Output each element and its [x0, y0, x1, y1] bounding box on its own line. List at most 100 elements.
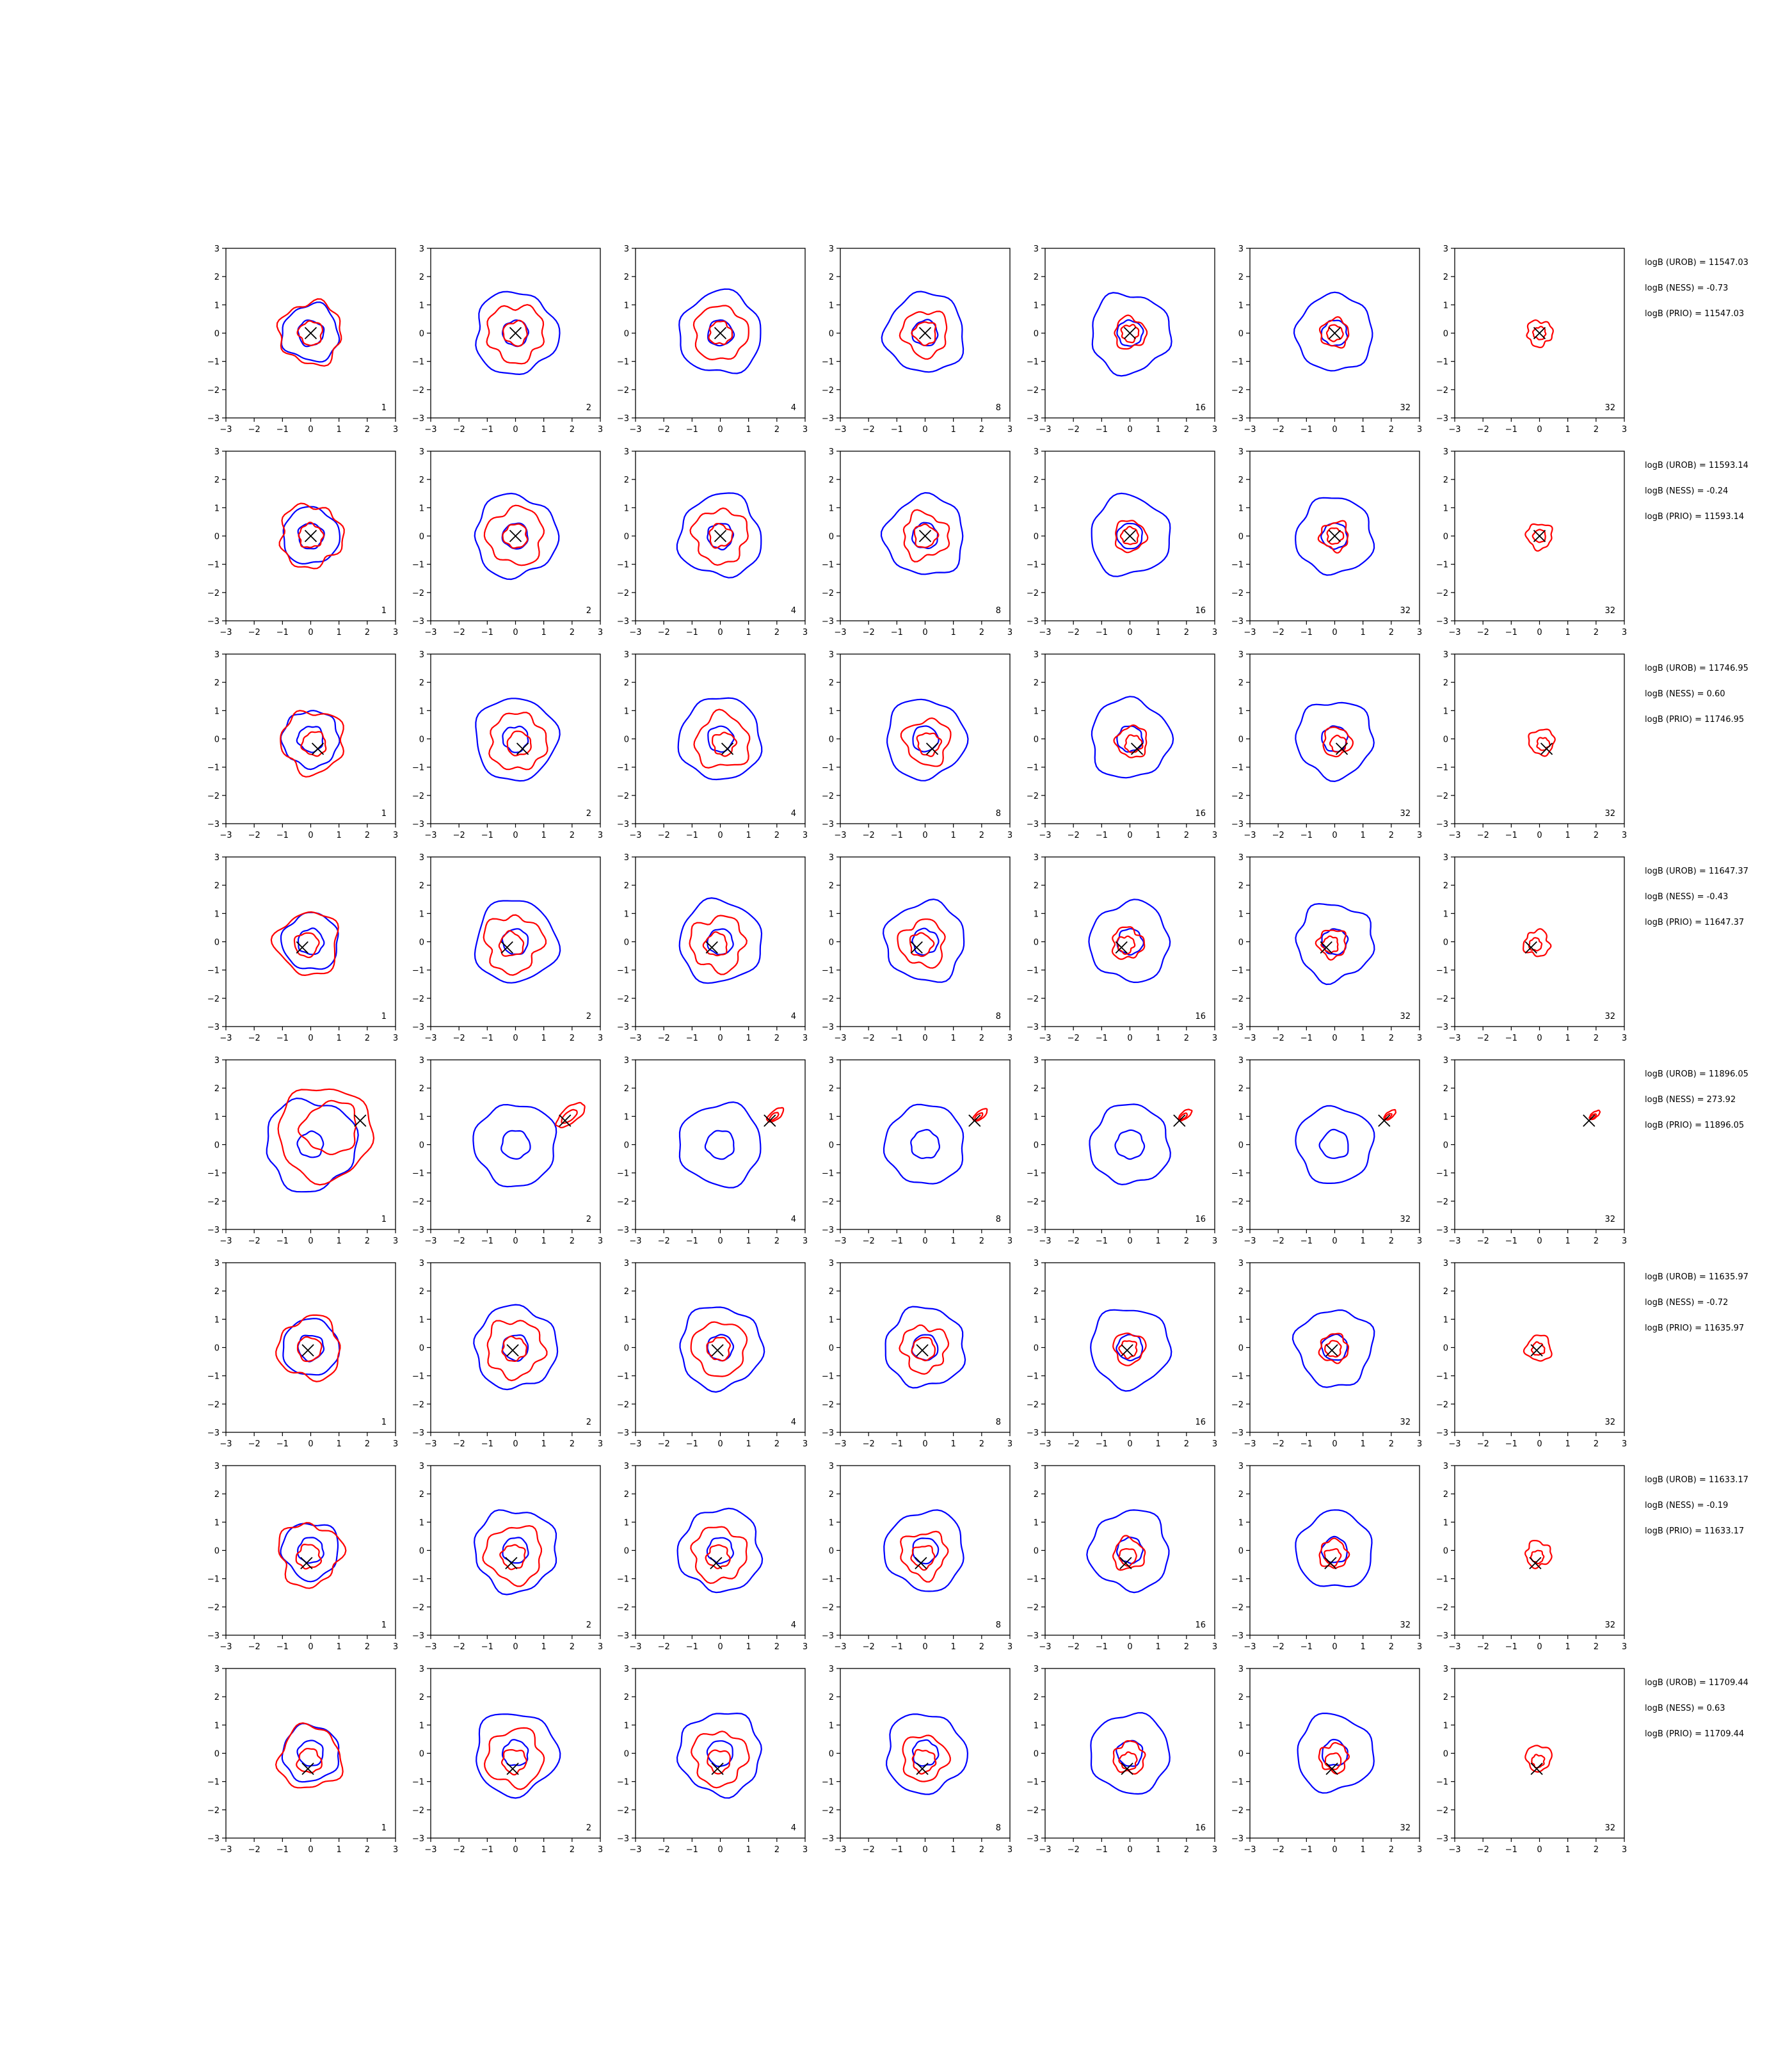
contour-area [474, 492, 560, 580]
x-tick-label: −1 [891, 425, 903, 435]
x-tick-label: −2 [248, 628, 260, 637]
y-tick-label: 3 [1443, 853, 1448, 863]
panel-count-label: 4 [791, 1215, 796, 1224]
contour-area [678, 897, 763, 984]
y-tick-label: −2 [412, 995, 424, 1004]
x-tick-label: 2 [570, 1845, 575, 1855]
y-tick-label: 0 [624, 1344, 629, 1354]
panel-count-label: 8 [996, 403, 1001, 413]
true-location-marker [925, 742, 939, 755]
x-tick-label: 3 [1622, 1236, 1627, 1246]
x-tick-label: 3 [1007, 425, 1012, 435]
true-location-marker [1324, 1556, 1337, 1570]
y-tick-label: 1 [419, 301, 424, 310]
red-contour-outer [900, 1530, 949, 1583]
y-tick-label: −2 [1436, 1806, 1448, 1816]
x-tick-label: −3 [629, 1642, 641, 1652]
x-tick-label: −3 [1244, 425, 1256, 435]
panel-count-label: 2 [586, 606, 591, 616]
y-tick-label: −3 [412, 1834, 424, 1844]
x-tick-label: −2 [248, 1034, 260, 1043]
x-tick-label: −1 [1505, 1236, 1517, 1246]
red-contour-inner [1324, 1340, 1342, 1358]
y-tick-label: 0 [829, 1344, 834, 1354]
y-tick-label: 1 [1034, 1518, 1039, 1528]
x-tick-label: 1 [337, 1034, 342, 1043]
x-tick-label: −1 [1300, 1034, 1313, 1043]
x-tick-label: −1 [891, 628, 903, 637]
y-tick-label: −3 [1231, 820, 1244, 829]
y-tick-label: −2 [412, 386, 424, 396]
true-location-marker [505, 1556, 518, 1570]
panel-count-label: 32 [1604, 1418, 1615, 1427]
x-tick-label: −2 [1272, 1236, 1284, 1246]
y-tick-label: 0 [829, 1750, 834, 1759]
y-tick-label: 3 [419, 1259, 424, 1268]
y-tick-label: 1 [829, 707, 834, 716]
subplot-r4-c2: −3−3 −2 −2 −1 −1 0 0 1 1 2 2 3 3 2 [412, 853, 603, 1043]
x-tick-label: 1 [1361, 628, 1366, 637]
y-tick-label: −2 [1027, 1603, 1039, 1613]
x-tick-label: 1 [746, 1845, 751, 1855]
x-tick-label: 2 [1594, 1642, 1599, 1652]
x-tick-label: 2 [365, 1845, 370, 1855]
y-tick-label: 1 [419, 504, 424, 513]
y-tick-label: 1 [214, 1315, 220, 1325]
x-tick-label: 1 [746, 1236, 751, 1246]
y-tick-label: −2 [1436, 1603, 1448, 1613]
true-location-marker [714, 529, 727, 543]
x-tick-label: 0 [1537, 831, 1542, 840]
subplot-r1-c6: −3−3 −2 −2 −1 −1 0 0 1 1 2 2 3 3 32 [1231, 244, 1422, 435]
y-tick-label: 1 [624, 301, 629, 310]
y-tick-label: −1 [412, 1778, 424, 1788]
x-tick-label: 1 [1156, 1642, 1161, 1652]
y-tick-label: 2 [1443, 678, 1448, 688]
x-tick-label: 2 [570, 1236, 575, 1246]
blue-contour-outer [676, 1712, 762, 1799]
x-tick-label: −3 [220, 628, 232, 637]
contour-area [270, 911, 339, 977]
subplot-r8-c1: −3−3 −2 −2 −1 −1 0 0 1 1 2 2 3 3 1 [207, 1665, 398, 1855]
x-tick-label: 2 [1184, 1034, 1189, 1043]
y-tick-label: −1 [617, 1778, 629, 1788]
y-tick-label: 0 [624, 1547, 629, 1556]
blue-contour-outer [1295, 902, 1375, 986]
y-tick-label: −1 [1027, 358, 1039, 367]
blue-contour-outer [474, 900, 561, 984]
blue-contour-inner [706, 1537, 735, 1565]
blue-contour-outer [883, 1103, 964, 1185]
x-tick-label: 3 [1417, 1034, 1422, 1043]
x-tick-label: 0 [922, 831, 927, 840]
y-tick-label: 1 [419, 707, 424, 716]
x-tick-label: −2 [1272, 1439, 1284, 1449]
x-tick-label: 1 [1156, 425, 1161, 435]
x-tick-label: 0 [1332, 1034, 1337, 1043]
x-tick-label: −1 [276, 425, 289, 435]
blue-contour-outer [1091, 292, 1172, 377]
y-tick-label: 0 [1238, 938, 1244, 948]
y-tick-label: 0 [1034, 1344, 1039, 1354]
x-tick-label: −2 [248, 1845, 260, 1855]
x-tick-label: 3 [1212, 1642, 1217, 1652]
x-tick-label: 0 [717, 831, 723, 840]
x-tick-label: 3 [1417, 1845, 1422, 1855]
y-tick-label: 3 [624, 1665, 629, 1674]
y-tick-label: 0 [1443, 938, 1448, 948]
panel-count-label: 2 [586, 809, 591, 819]
y-tick-label: 3 [1034, 853, 1039, 863]
y-tick-label: −3 [207, 1428, 220, 1438]
y-tick-label: −1 [207, 358, 220, 367]
x-tick-label: 2 [1389, 425, 1394, 435]
y-tick-label: −2 [822, 386, 834, 396]
y-tick-label: 0 [419, 1344, 424, 1354]
contour-area [1295, 497, 1375, 576]
contour-area [882, 898, 965, 983]
y-tick-label: 3 [1238, 853, 1244, 863]
blue-contour-inner [1318, 1128, 1349, 1159]
x-tick-label: 0 [922, 1439, 927, 1449]
x-tick-label: 1 [1361, 831, 1366, 840]
x-tick-label: 0 [308, 1642, 313, 1652]
y-tick-label: −1 [1231, 358, 1244, 367]
x-tick-label: 0 [513, 1845, 518, 1855]
red-contour-inner [707, 1749, 731, 1775]
